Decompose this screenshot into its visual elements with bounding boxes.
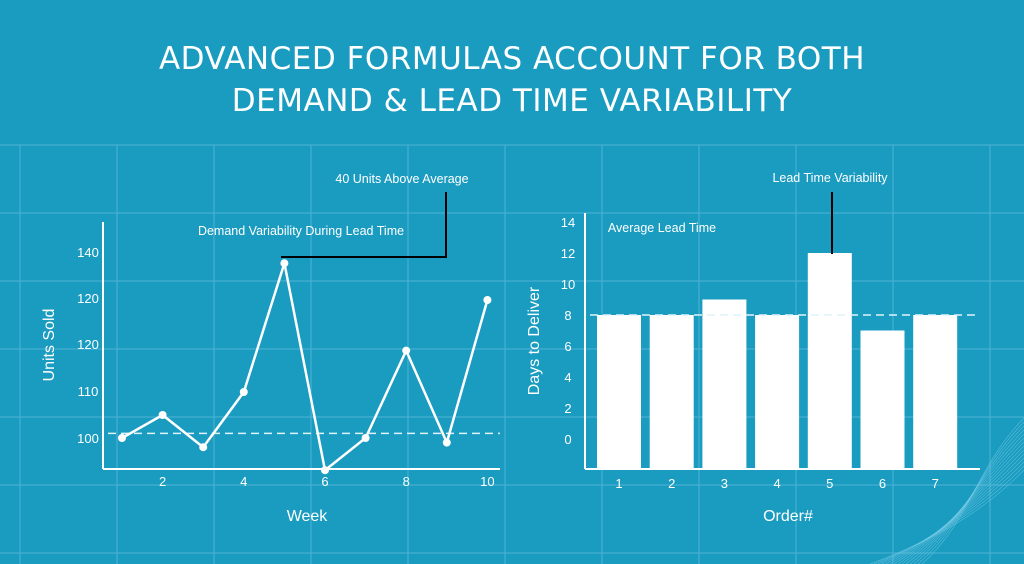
left-y-tick-label: 120 bbox=[77, 337, 99, 352]
page-title: ADVANCED FORMULAS ACCOUNT FOR BOTH DEMAN… bbox=[0, 38, 1024, 122]
data-point bbox=[361, 434, 370, 442]
data-point bbox=[158, 411, 167, 419]
right-y-tick-label: 2 bbox=[564, 401, 571, 416]
decorative-wave bbox=[869, 417, 1024, 564]
data-point bbox=[442, 438, 451, 447]
average-lead-time-label: Average Lead Time bbox=[608, 221, 716, 235]
right-xlabel: Order# bbox=[763, 508, 813, 525]
left-x-tick-label: 6 bbox=[321, 474, 328, 489]
right-x-tick-label: 5 bbox=[826, 476, 833, 491]
right-y-tick-label: 10 bbox=[561, 277, 575, 292]
callout-leader-line bbox=[281, 192, 447, 258]
left-y-tick-label: 110 bbox=[78, 384, 99, 399]
title-line-2: DEMAND & LEAD TIME VARIABILITY bbox=[231, 83, 793, 119]
right-y-tick-label: 14 bbox=[561, 215, 575, 230]
wave-stroke bbox=[921, 417, 1024, 564]
wave-stroke bbox=[869, 469, 1024, 564]
right-y-tick-label: 4 bbox=[564, 370, 571, 385]
right-y-tick-label: 0 bbox=[564, 432, 571, 447]
units-sold-series-line bbox=[121, 262, 489, 473]
right-x-tick-label: 1 bbox=[615, 476, 622, 491]
wave-stroke bbox=[881, 457, 1024, 564]
right-y-tick-label: 12 bbox=[561, 246, 575, 261]
data-point bbox=[239, 388, 248, 396]
units-above-average-label: 40 Units Above Average bbox=[335, 172, 468, 186]
data-point bbox=[280, 259, 289, 268]
bar bbox=[755, 315, 800, 469]
title-line-1: ADVANCED FORMULAS ACCOUNT FOR BOTH bbox=[158, 41, 866, 77]
right-ylabel: Days to Deliver bbox=[526, 286, 543, 395]
bar bbox=[860, 330, 905, 469]
right-y-tick-label: 6 bbox=[564, 339, 571, 354]
right-x-tick-label: 6 bbox=[879, 476, 886, 491]
demand-line-chart: 100 110 120 120 140 2 4 6 8 10 Units Sold Week D… bbox=[41, 172, 500, 525]
right-x-tick-label: 7 bbox=[932, 476, 939, 491]
lead-time-variability-label: Lead Time Variability bbox=[772, 171, 888, 185]
bar bbox=[807, 253, 852, 469]
right-x-tick-label: 3 bbox=[721, 476, 728, 491]
left-x-tick-label: 2 bbox=[159, 474, 166, 489]
data-point bbox=[118, 434, 126, 442]
right-x-tick-label: 4 bbox=[773, 476, 780, 491]
left-x-tick-label: 8 bbox=[403, 474, 410, 489]
wave-stroke bbox=[877, 461, 1024, 564]
bar bbox=[913, 315, 958, 469]
wave-stroke bbox=[873, 465, 1024, 564]
left-y-tick-label: 140 bbox=[77, 245, 99, 260]
data-point bbox=[483, 296, 492, 304]
data-point bbox=[199, 443, 208, 452]
bar bbox=[702, 299, 747, 469]
wave-stroke bbox=[917, 421, 1024, 564]
data-point bbox=[402, 346, 411, 355]
left-x-tick-label: 4 bbox=[240, 474, 247, 489]
left-x-tick-label: 10 bbox=[480, 474, 494, 489]
right-y-tick-label: 8 bbox=[564, 308, 571, 323]
background-grid bbox=[0, 144, 1024, 564]
right-x-tick-label: 2 bbox=[668, 476, 675, 491]
left-ylabel: Units Sold bbox=[41, 309, 58, 382]
left-xlabel: Week bbox=[287, 508, 329, 525]
bar bbox=[649, 315, 694, 469]
left-y-tick-label: 120 bbox=[77, 291, 99, 306]
bar bbox=[597, 315, 641, 469]
demand-variability-label: Demand Variability During Lead Time bbox=[198, 224, 404, 238]
data-point bbox=[321, 466, 329, 475]
left-y-tick-label: 100 bbox=[77, 431, 99, 446]
